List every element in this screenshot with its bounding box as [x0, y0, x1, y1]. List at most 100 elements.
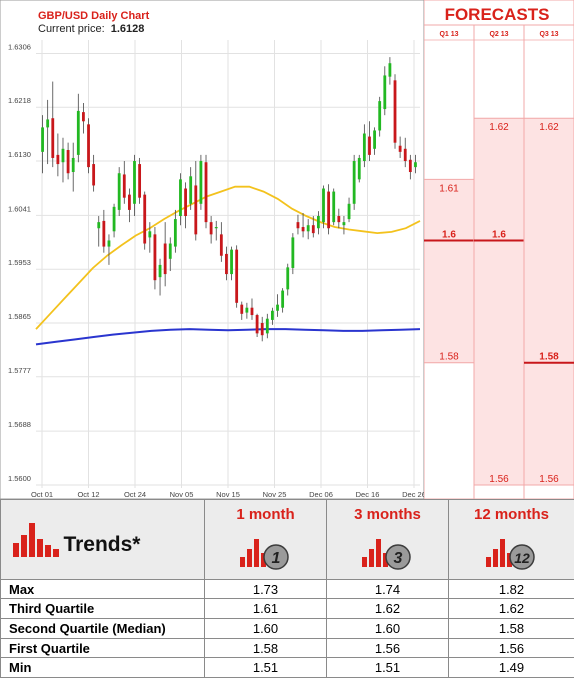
row-value: 1.51: [205, 658, 327, 678]
candle-body: [189, 176, 192, 204]
x-tick-label: Dec 16: [356, 490, 380, 499]
row-value: 1.60: [205, 619, 327, 639]
candle: [87, 118, 90, 173]
candle-body: [240, 305, 243, 314]
y-tick-label: 1.5777: [8, 366, 31, 375]
candle-body: [383, 75, 386, 109]
forecast-quarter-label: Q1 13: [439, 31, 458, 38]
y-tick-label: 1.5600: [8, 474, 31, 483]
row-value: 1.49: [449, 658, 574, 678]
candle: [235, 245, 238, 307]
candle-body: [378, 101, 381, 130]
candle-body: [215, 227, 218, 228]
candle-body: [154, 234, 157, 280]
candle: [394, 74, 397, 149]
x-tick-label: Oct 01: [31, 490, 53, 499]
candle-body: [332, 192, 335, 223]
horizon-header-1m: 1 month 1: [205, 500, 327, 580]
candle-body: [337, 216, 340, 222]
row-label: Max: [1, 580, 205, 599]
current-price-line: Current price: 1.6128: [38, 23, 144, 35]
horizon-label: 1 month: [205, 506, 326, 523]
candle-body: [113, 207, 116, 231]
candle: [291, 233, 294, 274]
x-tick-label: Oct 12: [77, 490, 99, 499]
candle-body: [368, 137, 371, 155]
candle-body: [348, 204, 351, 219]
row-value: 1.58: [449, 619, 574, 639]
candle-body: [389, 63, 392, 76]
candle-body: [322, 189, 325, 223]
current-price-label: Current price:: [38, 23, 105, 35]
x-tick-label: Nov 25: [263, 490, 287, 499]
candle: [205, 155, 208, 228]
gbpusd-daily-chart: 1.63061.62181.61301.60411.59531.58651.57…: [0, 0, 424, 499]
candle-body: [394, 80, 397, 142]
y-tick-label: 1.6130: [8, 150, 31, 159]
candle-body: [245, 308, 248, 313]
candle-body: [179, 179, 182, 216]
candle-body: [271, 311, 274, 320]
candle-body: [220, 234, 223, 255]
x-tick-label: Dec 06: [309, 490, 333, 499]
current-price-value: 1.6128: [111, 23, 145, 35]
candle-body: [205, 162, 208, 222]
horizon-badge-icon: 1: [236, 527, 296, 571]
y-tick-label: 1.5953: [8, 258, 31, 267]
candle-body: [92, 164, 95, 185]
candle: [118, 167, 121, 216]
candle-body: [194, 185, 197, 234]
candle-body: [118, 173, 121, 210]
row-value: 1.62: [327, 599, 449, 619]
candle: [332, 189, 335, 226]
forecast-median-label: 1.58: [539, 352, 559, 363]
candle-body: [184, 189, 187, 217]
table-row: Min 1.51 1.51 1.49: [1, 658, 574, 678]
candle-body: [409, 160, 412, 172]
candle-body: [82, 112, 85, 121]
x-tick-label: Oct 24: [124, 490, 146, 499]
candle-body: [363, 134, 366, 162]
forecast-median-label: 1.6: [492, 229, 506, 240]
x-tick-label: Nov 15: [216, 490, 240, 499]
candle-body: [343, 222, 346, 225]
candle-body: [174, 219, 177, 247]
row-value: 1.73: [205, 580, 327, 599]
horizon-header-3m: 3 months 3: [327, 500, 449, 580]
y-tick-label: 1.6041: [8, 204, 31, 213]
row-value: 1.82: [449, 580, 574, 599]
candle-body: [358, 158, 361, 179]
forecast-band: [475, 118, 524, 485]
candle-body: [414, 162, 417, 167]
row-value: 1.74: [327, 580, 449, 599]
candle-body: [266, 319, 269, 334]
candle-body: [138, 164, 141, 198]
table-row: First Quartile 1.58 1.56 1.56: [1, 639, 574, 658]
candle-body: [307, 225, 310, 231]
row-value: 1.58: [205, 639, 327, 658]
candle-body: [46, 119, 49, 127]
candle-body: [169, 244, 172, 259]
forecasts-title: FORECASTS: [445, 5, 550, 24]
candle-body: [327, 192, 330, 229]
y-tick-label: 1.5865: [8, 312, 31, 321]
chart-title: GBP/USD Daily Chart: [38, 10, 150, 22]
forecast-band: [425, 179, 474, 362]
candle-body: [225, 254, 228, 274]
table-row: Max 1.73 1.74 1.82: [1, 580, 574, 599]
candle-body: [312, 225, 315, 233]
forecast-q3-label: 1.62: [489, 122, 509, 133]
candle-body: [67, 150, 70, 173]
candle-body: [210, 222, 213, 234]
candle: [200, 155, 203, 210]
candle-body: [102, 221, 105, 247]
row-value: 1.60: [327, 619, 449, 639]
candle: [327, 184, 330, 234]
horizon-badge-icon: 12: [482, 527, 542, 571]
candle: [143, 192, 146, 250]
candle-body: [62, 149, 65, 162]
candle-body: [399, 146, 402, 152]
candle-body: [276, 305, 279, 311]
forecast-q1-label: 1.56: [539, 474, 559, 485]
